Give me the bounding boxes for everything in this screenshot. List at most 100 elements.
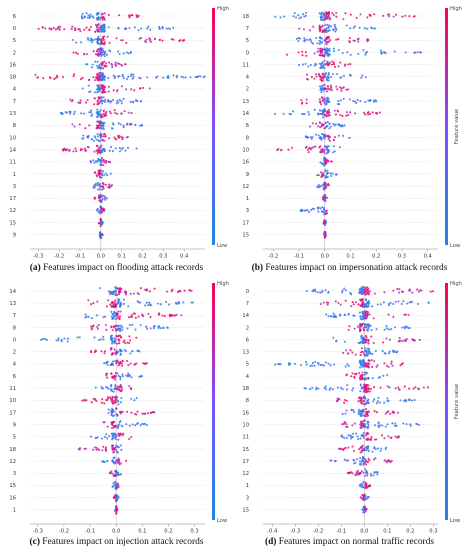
data-point — [110, 62, 113, 65]
feature-swarm — [341, 408, 400, 418]
data-point — [363, 325, 366, 328]
data-point — [385, 461, 388, 464]
data-point — [322, 116, 325, 119]
data-point — [341, 134, 345, 137]
data-point — [100, 64, 103, 67]
data-point — [422, 386, 425, 389]
data-point — [63, 337, 66, 340]
data-point — [339, 125, 343, 128]
data-point — [403, 385, 406, 388]
data-point — [118, 315, 122, 318]
data-point — [113, 325, 116, 328]
data-point — [99, 206, 102, 209]
data-point — [367, 289, 370, 292]
data-point — [149, 327, 152, 330]
data-point — [328, 88, 331, 91]
data-point — [308, 211, 311, 214]
data-point — [105, 362, 108, 365]
feature-label: 15 — [242, 508, 249, 514]
data-point — [326, 145, 329, 148]
data-point — [392, 302, 395, 306]
data-point — [318, 98, 321, 101]
data-point — [366, 16, 369, 19]
data-point — [372, 317, 375, 320]
data-point — [322, 72, 325, 75]
data-point — [104, 111, 107, 114]
data-point — [103, 12, 106, 15]
data-point — [356, 98, 359, 102]
data-point — [180, 314, 183, 317]
data-point — [301, 113, 304, 116]
data-point — [380, 51, 383, 54]
data-point — [385, 324, 388, 328]
data-point — [90, 317, 93, 320]
x-tick-label: 0.2 — [406, 529, 414, 535]
data-point — [339, 99, 342, 102]
data-point — [134, 316, 137, 319]
data-point — [115, 449, 118, 452]
data-point — [113, 348, 116, 351]
feature-label: 15 — [242, 233, 249, 239]
data-point — [309, 136, 312, 139]
data-point — [114, 318, 117, 321]
data-point — [343, 420, 346, 423]
data-point — [115, 102, 118, 105]
data-point — [358, 26, 361, 29]
feature-label: 4 — [246, 374, 250, 380]
feature-swarm — [87, 298, 194, 309]
feature-label: 6 — [13, 374, 16, 380]
data-point — [362, 48, 365, 52]
feature-swarm — [108, 469, 123, 478]
data-point — [356, 325, 359, 328]
data-point — [105, 305, 108, 308]
data-point — [79, 101, 82, 104]
data-point — [310, 75, 313, 79]
data-point — [337, 301, 340, 305]
feature-label: 9 — [13, 422, 16, 428]
data-point — [379, 303, 382, 306]
data-point — [101, 460, 104, 463]
data-point — [112, 340, 115, 343]
data-point — [95, 160, 98, 163]
feature-label: 4 — [13, 362, 17, 368]
data-point — [324, 72, 327, 75]
feature-swarm — [335, 395, 416, 406]
x-tick-label: -0.1 — [294, 254, 304, 260]
data-point — [367, 347, 370, 351]
data-point — [315, 133, 318, 136]
data-point — [101, 387, 104, 390]
data-point — [306, 73, 309, 76]
data-point — [324, 200, 327, 203]
data-point — [327, 184, 330, 187]
data-point — [90, 401, 93, 404]
data-point — [359, 304, 362, 307]
data-point — [36, 76, 39, 79]
data-point — [100, 127, 103, 130]
data-point — [114, 385, 117, 389]
data-point — [96, 325, 99, 328]
feature-swarm — [72, 47, 132, 58]
feature-swarm — [329, 456, 393, 466]
data-point — [57, 339, 60, 342]
data-point — [332, 336, 335, 339]
data-point — [139, 424, 142, 427]
feature-swarm — [34, 71, 206, 82]
data-point — [311, 289, 314, 292]
data-point — [317, 47, 320, 50]
data-point — [116, 413, 119, 417]
feature-swarm — [80, 11, 140, 21]
feature-label: 3 — [13, 184, 16, 190]
colorbar — [212, 8, 215, 245]
data-point — [412, 387, 415, 390]
data-point — [97, 114, 100, 117]
data-point — [305, 102, 308, 105]
data-point — [320, 132, 323, 136]
data-point — [368, 459, 371, 462]
data-point — [100, 236, 103, 239]
data-point — [130, 74, 133, 78]
data-point — [108, 434, 111, 438]
data-point — [367, 113, 370, 116]
data-point — [101, 198, 104, 201]
data-point — [326, 23, 329, 26]
data-point — [84, 149, 87, 152]
